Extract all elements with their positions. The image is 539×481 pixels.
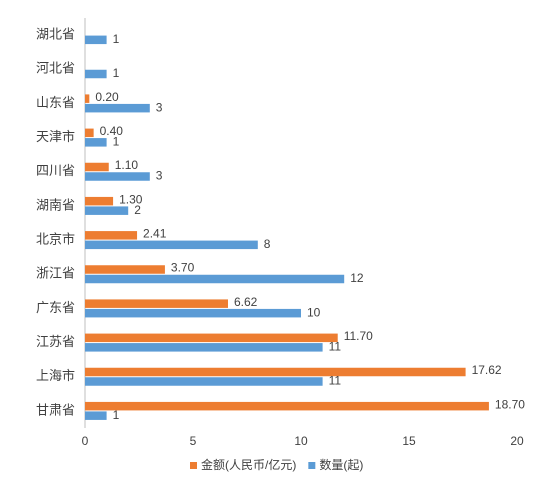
data-label: 12 bbox=[350, 271, 364, 285]
bar bbox=[85, 377, 323, 386]
bar bbox=[85, 401, 489, 411]
data-label: 3 bbox=[156, 169, 163, 183]
bar bbox=[85, 94, 90, 103]
data-label: 1 bbox=[113, 135, 120, 149]
y-tick-label: 天津市 bbox=[36, 129, 75, 144]
y-tick-label: 四川省 bbox=[36, 163, 75, 178]
legend-label: 金额(人民币/亿元) bbox=[201, 457, 296, 472]
x-tick-label: 20 bbox=[510, 434, 524, 448]
legend-swatch bbox=[190, 462, 197, 469]
data-label: 2 bbox=[134, 203, 141, 217]
y-tick-label: 北京市 bbox=[36, 232, 75, 247]
bar bbox=[85, 343, 323, 352]
data-label: 10 bbox=[307, 305, 321, 319]
bar bbox=[85, 35, 107, 45]
bar bbox=[85, 128, 94, 138]
data-label: 3.70 bbox=[171, 261, 195, 275]
bar bbox=[85, 231, 138, 240]
y-tick-label: 江苏省 bbox=[36, 334, 75, 349]
bar bbox=[85, 196, 114, 206]
data-label: 11.70 bbox=[344, 329, 373, 343]
bar bbox=[85, 103, 150, 113]
bar bbox=[85, 274, 345, 284]
y-tick-label: 山东省 bbox=[36, 95, 75, 110]
bar bbox=[85, 265, 165, 274]
bar bbox=[85, 69, 107, 79]
bar bbox=[85, 138, 107, 147]
bar bbox=[85, 172, 150, 181]
legend-label: 数量(起) bbox=[319, 457, 363, 472]
data-label: 6.62 bbox=[234, 295, 258, 309]
x-tick-label: 5 bbox=[190, 434, 197, 448]
data-label: 17.62 bbox=[472, 363, 502, 377]
data-label: 11 bbox=[329, 340, 342, 354]
y-tick-label: 湖南省 bbox=[36, 197, 75, 212]
data-label: 2.41 bbox=[143, 227, 167, 241]
bar bbox=[85, 411, 107, 420]
data-label: 1 bbox=[113, 66, 120, 80]
data-label: 1.30 bbox=[119, 192, 143, 206]
y-tick-label: 上海市 bbox=[36, 368, 75, 383]
data-label: 11 bbox=[329, 374, 342, 388]
data-label: 1 bbox=[113, 408, 120, 422]
data-label: 0.40 bbox=[100, 124, 124, 138]
bar bbox=[85, 308, 301, 318]
data-label: 8 bbox=[264, 237, 271, 251]
y-tick-label: 浙江省 bbox=[36, 266, 75, 281]
y-tick-label: 湖北省 bbox=[36, 27, 75, 42]
bar bbox=[85, 299, 228, 308]
bar bbox=[85, 206, 129, 215]
data-label: 1 bbox=[113, 32, 120, 46]
x-tick-label: 15 bbox=[402, 434, 416, 448]
data-label: 3 bbox=[156, 100, 163, 114]
data-label: 18.70 bbox=[495, 397, 525, 411]
data-label: 1.10 bbox=[115, 158, 139, 172]
y-tick-label: 河北省 bbox=[36, 61, 75, 76]
bar bbox=[85, 240, 258, 250]
x-tick-label: 10 bbox=[294, 434, 308, 448]
x-tick-label: 0 bbox=[82, 434, 89, 448]
y-tick-label: 广东省 bbox=[36, 300, 75, 315]
y-tick-label: 甘肃省 bbox=[36, 402, 75, 417]
legend-swatch bbox=[308, 462, 316, 469]
bar bbox=[85, 162, 109, 172]
data-label: 0.20 bbox=[95, 90, 119, 104]
bar bbox=[85, 367, 466, 377]
bar bbox=[85, 333, 338, 343]
